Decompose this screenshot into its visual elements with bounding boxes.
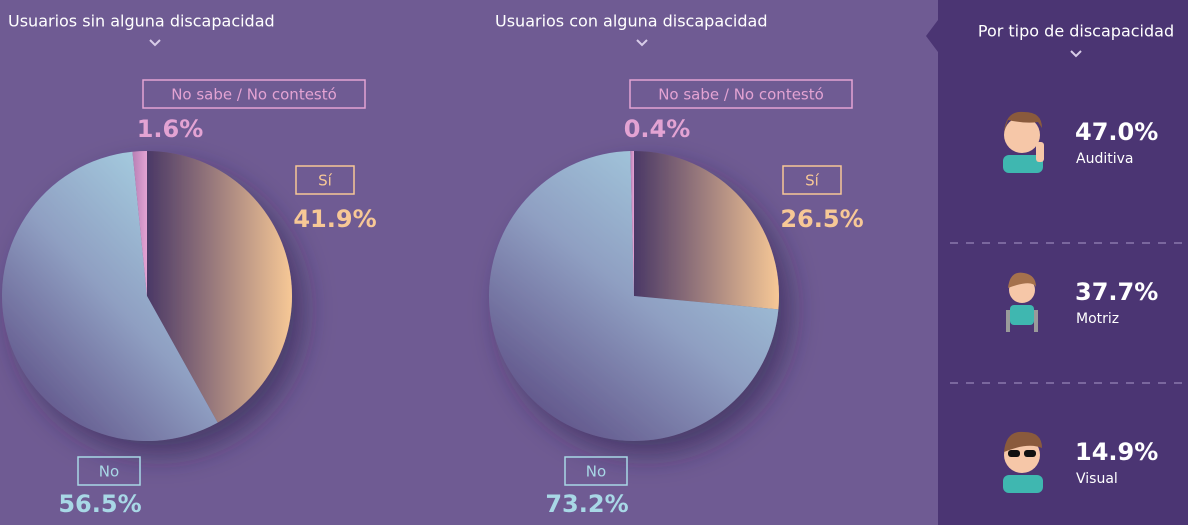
legend-label: No sabe / No contestó [171,86,337,104]
pie-slice [132,151,147,296]
pie-slice [488,151,779,442]
value-label: 1.6% [137,115,204,143]
legend-box [629,79,853,109]
chevron [149,39,161,47]
pie-slice [634,151,779,310]
pie-slice [1,151,218,442]
legend-label: No sabe / No contestó [658,86,824,104]
chevron [636,39,648,47]
value-label: 26.5% [780,205,863,233]
side-panel [926,0,1188,525]
value-label: 56.5% [58,490,141,518]
chevron [1070,50,1082,58]
pie [1,151,292,442]
item-label: Auditiva [1076,151,1133,167]
item-value: 14.9% [1075,438,1158,466]
legend-box [564,456,628,486]
item-label: Motriz [1076,311,1119,327]
pie [488,151,779,442]
icon-visual [1003,431,1043,493]
icon-motriz [1006,272,1038,332]
pie-slice [630,151,634,296]
legend-box [142,79,366,109]
item-value: 47.0% [1075,118,1158,146]
legend-box [782,165,842,195]
legend-box [295,165,355,195]
legend-label: No [586,463,606,481]
legend-label: No [99,463,119,481]
legend-label: Sí [318,172,333,190]
legend-label: Sí [805,172,820,190]
value-label: 73.2% [545,490,628,518]
item-value: 37.7% [1075,278,1158,306]
legend-box [77,456,141,486]
value-label: 41.9% [293,205,376,233]
pie-title: Usuarios sin alguna discapacidad [8,12,275,31]
icon-auditiva [1003,111,1044,173]
item-label: Visual [1076,471,1118,487]
pie-slice [147,151,292,423]
pie-title: Usuarios con alguna discapacidad [495,12,767,31]
side-title: Por tipo de discapacidad [978,22,1174,41]
value-label: 0.4% [624,115,691,143]
